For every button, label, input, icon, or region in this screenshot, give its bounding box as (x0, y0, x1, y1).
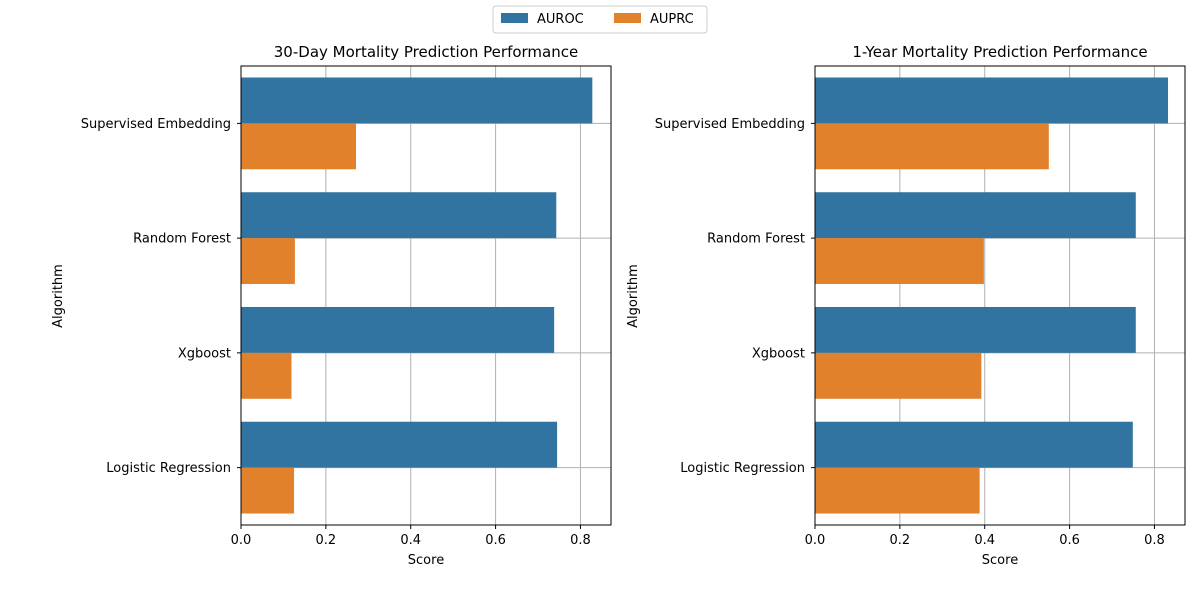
x-tick-label: 0.6 (485, 533, 506, 548)
bar-auroc-logistic-regression (241, 421, 558, 468)
bar-auroc-random-forest (241, 192, 557, 239)
y-tick-label: Logistic Regression (106, 461, 231, 476)
y-axis-label: Algorithm (51, 264, 66, 328)
panel-30-day: 30-Day Mortality Prediction Performance … (51, 43, 612, 568)
ticks: 0.0 0.2 0.4 0.6 0.8 Supervised Embedding Rando… (81, 117, 591, 548)
x-axis-label: Score (408, 553, 444, 568)
legend: AUROC AUPRC (492, 5, 708, 34)
legend-swatch-auroc (501, 13, 528, 23)
x-tick-label: 0.2 (316, 533, 337, 548)
legend-swatch-auprc (614, 13, 641, 23)
bar-auprc-xgboost (241, 352, 292, 399)
x-tick-label: 0.8 (570, 533, 591, 548)
bars (815, 77, 1169, 514)
x-tick-label: 0.0 (805, 533, 826, 548)
bar-auprc-logistic-regression (815, 467, 980, 514)
bar-auroc-supervised-embedding (241, 77, 593, 124)
y-axis-label: Algorithm (626, 264, 641, 328)
axes-frame (240, 65, 612, 526)
x-tick-label: 0.4 (400, 533, 421, 548)
legend-label-auprc: AUPRC (650, 12, 694, 27)
y-tick-label: Random Forest (133, 232, 231, 247)
bar-auroc-xgboost (815, 306, 1136, 353)
bar-auroc-xgboost (241, 306, 555, 353)
axes-frame (814, 65, 1186, 526)
x-tick-label: 0.2 (890, 533, 911, 548)
legend-frame (492, 5, 708, 34)
bar-auprc-supervised-embedding (815, 123, 1049, 170)
y-tick-label: Supervised Embedding (81, 117, 231, 132)
panel-1-year: 1-Year Mortality Prediction Performance … (626, 43, 1186, 568)
panel-title: 1-Year Mortality Prediction Performance (852, 43, 1147, 61)
x-tick-label: 0.8 (1144, 533, 1165, 548)
bars (241, 77, 593, 514)
y-tick-label: Xgboost (752, 346, 805, 361)
bar-auprc-xgboost (815, 352, 982, 399)
legend-label-auroc: AUROC (537, 12, 584, 27)
y-tick-label: Supervised Embedding (655, 117, 805, 132)
bar-auroc-random-forest (815, 192, 1136, 239)
y-tick-label: Logistic Regression (680, 461, 805, 476)
bar-auroc-logistic-regression (815, 421, 1133, 468)
ticks: 0.0 0.2 0.4 0.6 0.8 Supervised Embedding Rando… (655, 117, 1165, 548)
bar-auprc-random-forest (241, 238, 295, 285)
x-tick-label: 0.4 (974, 533, 995, 548)
panel-title: 30-Day Mortality Prediction Performance (274, 43, 578, 61)
bar-auprc-logistic-regression (241, 467, 295, 514)
y-tick-label: Random Forest (707, 232, 805, 247)
x-axis-label: Score (982, 553, 1018, 568)
bar-auprc-supervised-embedding (241, 123, 356, 170)
x-tick-label: 0.0 (231, 533, 252, 548)
y-tick-label: Xgboost (178, 346, 231, 361)
x-tick-label: 0.6 (1059, 533, 1080, 548)
bar-auroc-supervised-embedding (815, 77, 1169, 124)
bar-auprc-random-forest (815, 238, 984, 285)
